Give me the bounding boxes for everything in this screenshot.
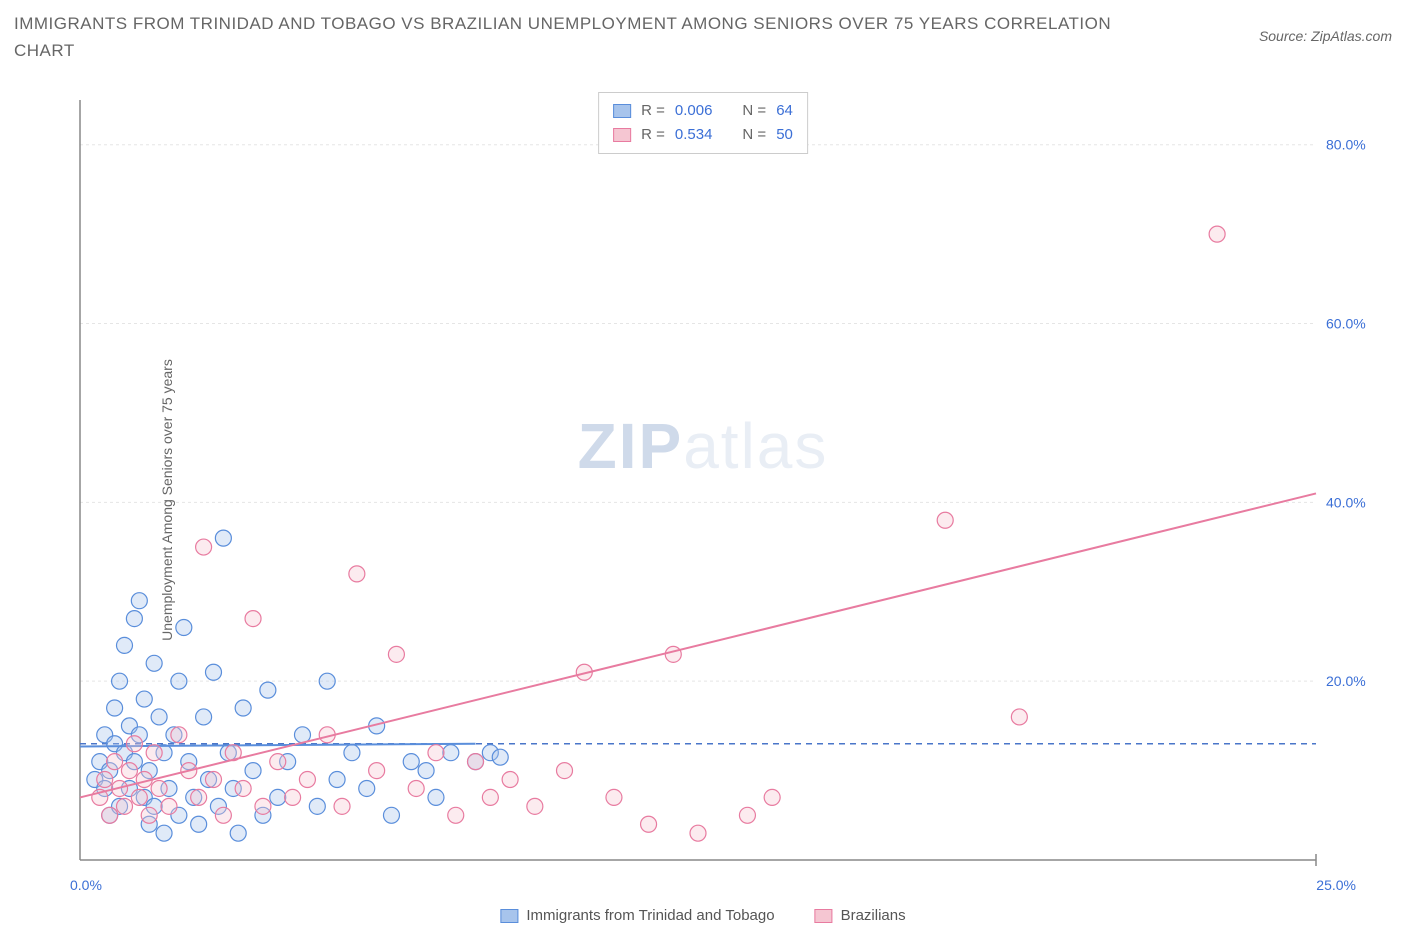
- n-label-1: N =: [742, 123, 766, 147]
- swatch-bottom-1: [815, 909, 833, 923]
- svg-text:20.0%: 20.0%: [1326, 673, 1366, 689]
- n-value-0: 64: [776, 99, 793, 123]
- swatch-series-0: [613, 104, 631, 118]
- n-label-0: N =: [742, 99, 766, 123]
- r-label-1: R =: [641, 123, 665, 147]
- series-name-0: Immigrants from Trinidad and Tobago: [526, 907, 774, 924]
- legend-stats-box: R = 0.006 N = 64 R = 0.534 N = 50: [598, 92, 808, 154]
- swatch-bottom-0: [500, 909, 518, 923]
- y-axis-label: Unemployment Among Seniors over 75 years: [159, 359, 175, 641]
- svg-text:60.0%: 60.0%: [1326, 316, 1366, 332]
- r-value-0: 0.006: [675, 99, 713, 123]
- series-name-1: Brazilians: [841, 907, 906, 924]
- bottom-legend-item-0: Immigrants from Trinidad and Tobago: [500, 907, 774, 924]
- n-value-1: 50: [776, 123, 793, 147]
- r-value-1: 0.534: [675, 123, 713, 147]
- source-label: Source: ZipAtlas.com: [1259, 28, 1392, 44]
- svg-text:0.0%: 0.0%: [70, 877, 102, 893]
- r-label-0: R =: [641, 99, 665, 123]
- svg-text:80.0%: 80.0%: [1326, 137, 1366, 153]
- chart-container: Unemployment Among Seniors over 75 years…: [20, 90, 1386, 910]
- svg-text:40.0%: 40.0%: [1326, 494, 1366, 510]
- swatch-series-1: [613, 128, 631, 142]
- svg-text:25.0%: 25.0%: [1316, 877, 1356, 893]
- legend-stats-row-0: R = 0.006 N = 64: [613, 99, 793, 123]
- bottom-legend: Immigrants from Trinidad and Tobago Braz…: [500, 907, 905, 924]
- scatter-chart: 20.0% 40.0% 60.0% 80.0% 0.0% 25.0%: [20, 90, 1386, 910]
- bottom-legend-item-1: Brazilians: [815, 907, 906, 924]
- legend-stats-row-1: R = 0.534 N = 50: [613, 123, 793, 147]
- chart-title: IMMIGRANTS FROM TRINIDAD AND TOBAGO VS B…: [14, 10, 1114, 64]
